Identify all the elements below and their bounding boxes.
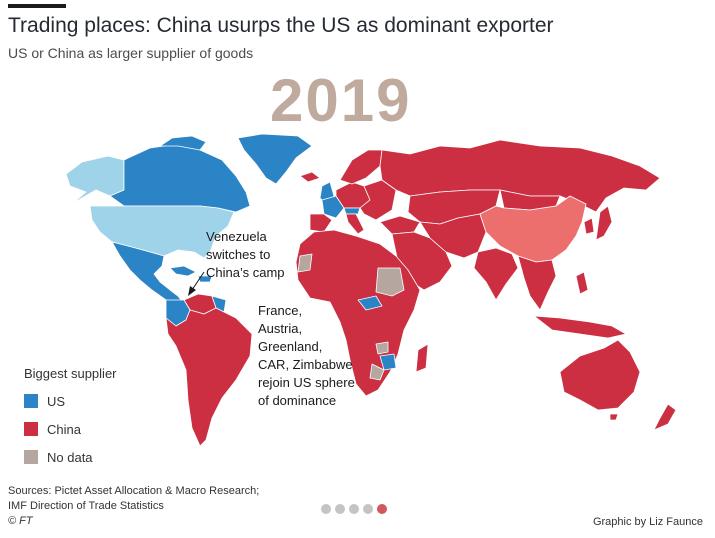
annotation-line: Venezuela bbox=[206, 229, 267, 244]
region-caribbean bbox=[169, 265, 197, 277]
annotation-line: Greenland, bbox=[258, 339, 323, 354]
region-korea bbox=[583, 217, 595, 235]
region-scandinavia bbox=[339, 149, 383, 185]
source-note: Sources: Pictet Asset Allocation & Macro… bbox=[8, 484, 259, 529]
venezuela-arrow bbox=[191, 271, 205, 291]
region-iberia bbox=[309, 213, 333, 233]
rejoin-us-annotation: France, Austria, Greenland, CAR, Zimbabw… bbox=[258, 302, 355, 410]
region-alaska bbox=[65, 155, 125, 205]
venezuela-arrowhead bbox=[188, 286, 196, 296]
annotation-line: of dominance bbox=[258, 393, 337, 408]
annotation-line: switches to bbox=[206, 247, 271, 262]
legend-swatch-no-data bbox=[24, 450, 38, 464]
region-madagascar bbox=[415, 343, 429, 373]
annotation-line: France, bbox=[258, 303, 303, 318]
region-new-zealand bbox=[653, 403, 677, 431]
region-zimbabwe bbox=[379, 353, 397, 371]
region-france bbox=[321, 195, 345, 219]
legend-swatch-us bbox=[24, 394, 38, 408]
region-south-sudan bbox=[375, 341, 389, 355]
page-dot-4[interactable] bbox=[363, 504, 373, 514]
pagination-dots bbox=[321, 504, 387, 514]
page-dot-3[interactable] bbox=[349, 504, 359, 514]
page-dot-5[interactable] bbox=[377, 504, 387, 514]
region-iran bbox=[419, 213, 487, 259]
legend: Biggest supplier US China No data bbox=[24, 366, 117, 471]
region-southeast-asia bbox=[517, 255, 557, 311]
region-namibia bbox=[369, 363, 385, 381]
legend-item-us: US bbox=[24, 387, 117, 415]
legend-label-no-data: No data bbox=[47, 449, 93, 465]
legend-label-china: China bbox=[47, 421, 81, 437]
page-dot-2[interactable] bbox=[335, 504, 345, 514]
region-indonesia bbox=[533, 315, 627, 339]
region-japan bbox=[595, 205, 613, 241]
region-caribbean-east bbox=[197, 275, 213, 283]
region-tasmania bbox=[609, 413, 619, 421]
annotation-line: China’s camp bbox=[206, 265, 285, 280]
region-turkey bbox=[379, 215, 421, 235]
region-italy bbox=[345, 213, 365, 235]
region-canada-islands bbox=[159, 135, 207, 151]
region-austria bbox=[343, 207, 361, 215]
chart-subtitle: US or China as larger supplier of goods bbox=[8, 45, 254, 61]
region-mexico bbox=[111, 241, 185, 311]
region-sudan bbox=[375, 267, 405, 297]
page-dot-1[interactable] bbox=[321, 504, 331, 514]
region-south-america bbox=[165, 307, 253, 447]
annotation-line: CAR, Zimbabwe bbox=[258, 357, 353, 372]
annotation-line: Austria, bbox=[258, 321, 303, 336]
top-accent-bar bbox=[8, 4, 66, 8]
region-india bbox=[473, 247, 519, 301]
region-iceland bbox=[299, 171, 321, 183]
chart-title: Trading places: China usurps the US as d… bbox=[8, 14, 554, 37]
region-canada bbox=[109, 143, 251, 213]
region-philippines bbox=[575, 271, 589, 295]
legend-title: Biggest supplier bbox=[24, 366, 117, 381]
ft-copyright: © FT bbox=[8, 515, 33, 527]
region-western-sahara bbox=[297, 253, 313, 273]
region-car bbox=[357, 295, 383, 311]
region-china bbox=[479, 195, 587, 263]
venezuela-annotation: Venezuela switches to China’s camp bbox=[206, 228, 285, 282]
graphic-credit: Graphic by Liz Faunce bbox=[592, 516, 703, 528]
legend-label-us: US bbox=[47, 393, 66, 409]
source-line: Sources: Pictet Asset Allocation & Macro… bbox=[8, 485, 260, 497]
year-label: 2019 bbox=[270, 67, 412, 134]
annotation-line: rejoin US sphere bbox=[258, 375, 355, 390]
legend-item-china: China bbox=[24, 415, 117, 443]
legend-swatch-china bbox=[24, 422, 38, 436]
region-australia bbox=[559, 339, 641, 411]
source-line: IMF Direction of Trade Statistics bbox=[8, 500, 164, 512]
region-greenland bbox=[237, 133, 313, 185]
legend-item-no-data: No data bbox=[24, 443, 117, 471]
